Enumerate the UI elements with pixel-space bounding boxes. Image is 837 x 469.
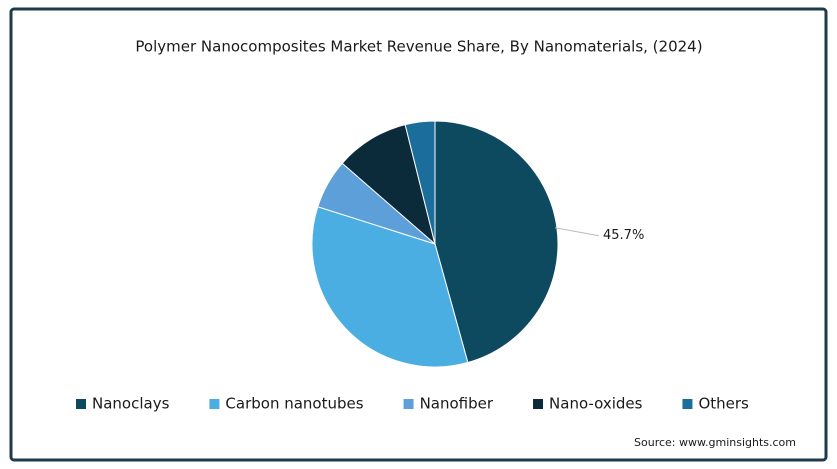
- pie-slice: [311, 206, 469, 368]
- pie-slice: [341, 124, 436, 246]
- pie-slice: [434, 120, 559, 364]
- legend-label: Nano-oxides: [549, 395, 643, 413]
- legend-label: Nanoclays: [92, 395, 170, 413]
- legend-swatch: [209, 399, 220, 409]
- source: Source: www.gminsights.com: [634, 436, 796, 449]
- leader-line: [554, 227, 600, 237]
- chart-title: Polymer Nanocomposites Market Revenue Sh…: [135, 38, 702, 56]
- data-label: 45.7%: [603, 228, 644, 243]
- legend-swatch: [403, 399, 414, 409]
- legend-label: Carbon nanotubes: [225, 395, 363, 413]
- legend-swatch: [682, 399, 693, 409]
- legend-label: Nanofiber: [420, 395, 494, 413]
- legend-swatch: [76, 399, 86, 409]
- legend-swatch: [533, 399, 544, 409]
- legend-label: Others: [698, 395, 749, 413]
- pie-slice: [404, 120, 436, 245]
